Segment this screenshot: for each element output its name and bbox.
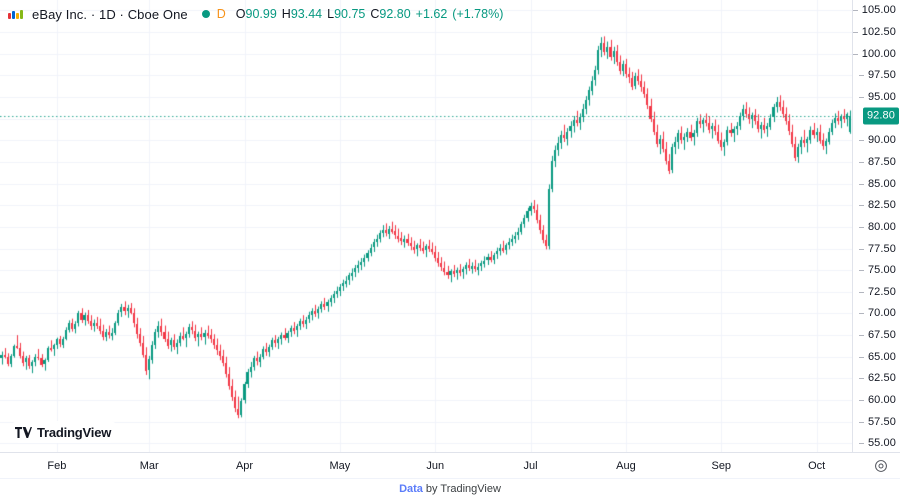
price-tick: 55.00 (858, 437, 896, 449)
price-scale[interactable]: 105.00 102.50 100.00 97.50 95.00 90.00 87.50 85… (852, 0, 900, 452)
legend-separator-1: · (90, 6, 96, 22)
close-label: C (370, 7, 380, 21)
time-scale[interactable]: Feb Mar Apr May Jun Jul Aug Sep Oct (0, 452, 900, 478)
tradingview-watermark: TradingView (8, 421, 121, 443)
symbol-name: eBay Inc. (32, 6, 88, 22)
data-link[interactable]: Data (399, 483, 423, 495)
chart-footer: Data by TradingView (0, 478, 900, 499)
time-tick: Oct (808, 460, 826, 472)
price-tick: 70.00 (858, 307, 896, 319)
price-tick-dash (858, 75, 864, 77)
time-tick: Feb (47, 460, 67, 472)
gear-icon[interactable] (874, 459, 888, 473)
low-value: 90.75 (334, 7, 366, 21)
price-tick-dash (858, 313, 864, 315)
tradingview-logo-icon (15, 426, 32, 438)
close-value: 92.80 (379, 7, 411, 21)
price-tick: 75.00 (858, 264, 896, 276)
price-tick: 95.00 (858, 91, 896, 103)
price-tick: 67.50 (858, 329, 896, 341)
price-tick: 80.00 (858, 221, 896, 233)
low-pair: L90.75 (327, 7, 365, 21)
price-tick: 65.00 (858, 351, 896, 363)
price-tick-dash (858, 248, 864, 250)
interval-badge: D (216, 7, 226, 21)
open-pair: O90.99 (236, 7, 277, 21)
price-tick: 57.50 (858, 416, 896, 428)
price-tick-dash (852, 53, 858, 55)
price-tick: 97.50 (858, 69, 896, 81)
price-tick-dash (858, 161, 864, 163)
change-absolute: +1.62 (415, 7, 448, 21)
symbol-title[interactable]: eBay Inc. · 1D · Cboe One (32, 7, 188, 22)
low-label: L (327, 7, 335, 21)
market-status-dot-icon[interactable] (201, 10, 210, 18)
price-tick-dash (858, 205, 864, 207)
footer-by-text: by TradingView (425, 483, 501, 495)
price-tick: 100.00 (852, 48, 896, 60)
price-tick: 102.50 (852, 26, 896, 38)
chart-legend: eBay Inc. · 1D · Cboe One D O90.99 H93.4… (8, 4, 503, 24)
candlestick-canvas[interactable] (0, 0, 852, 452)
exchange-name: Cboe One (127, 6, 188, 22)
price-tick: 87.50 (858, 156, 896, 168)
price-tick: 60.00 (858, 394, 896, 406)
high-label: H (281, 7, 291, 21)
chart-interval: 1D (98, 6, 116, 22)
price-tick-dash (852, 32, 858, 34)
price-tick-dash (858, 356, 864, 358)
price-tick-dash (858, 140, 864, 142)
time-tick: Jul (523, 460, 538, 472)
price-tick: 85.00 (858, 178, 896, 190)
close-pair: C92.80 (370, 7, 410, 21)
time-tick: Apr (235, 460, 254, 472)
price-tick-dash (858, 443, 864, 445)
price-tick-dash (858, 421, 864, 423)
open-value: 90.99 (245, 7, 277, 21)
price-tick-dash (858, 335, 864, 337)
price-tick-dash (858, 96, 864, 98)
open-label: O (235, 7, 246, 21)
price-tick: 62.50 (858, 372, 896, 384)
time-tick: Aug (616, 460, 636, 472)
price-tick: 77.50 (858, 243, 896, 255)
time-tick: May (329, 460, 351, 472)
time-tick: Jun (426, 460, 445, 472)
price-tick-dash (858, 291, 864, 293)
price-tick: 72.50 (858, 286, 896, 298)
price-tick-dash (858, 183, 864, 185)
watermark-text: TradingView (37, 424, 112, 440)
current-price-badge[interactable]: 92.80 (862, 107, 899, 125)
price-tick: 105.00 (852, 4, 896, 16)
price-tick: 90.00 (858, 134, 896, 146)
change-percent: (+1.78%) (452, 7, 504, 21)
ohlc-values: O90.99 H93.44 L90.75 C92.80 +1.62 (+1.78… (236, 7, 504, 21)
price-tick-dash (858, 226, 864, 228)
price-tick: 82.50 (858, 199, 896, 211)
time-tick: Mar (139, 460, 159, 472)
price-tick-dash (858, 270, 864, 272)
price-tick-dash (852, 10, 858, 12)
chart-plot-area[interactable] (0, 0, 852, 452)
high-pair: H93.44 (282, 7, 322, 21)
price-tick-dash (858, 378, 864, 380)
high-value: 93.44 (290, 7, 323, 21)
price-tick-dash (858, 400, 864, 402)
time-tick: Sep (711, 460, 732, 472)
ebay-logo-icon (8, 9, 25, 20)
legend-separator-2: · (119, 6, 124, 22)
